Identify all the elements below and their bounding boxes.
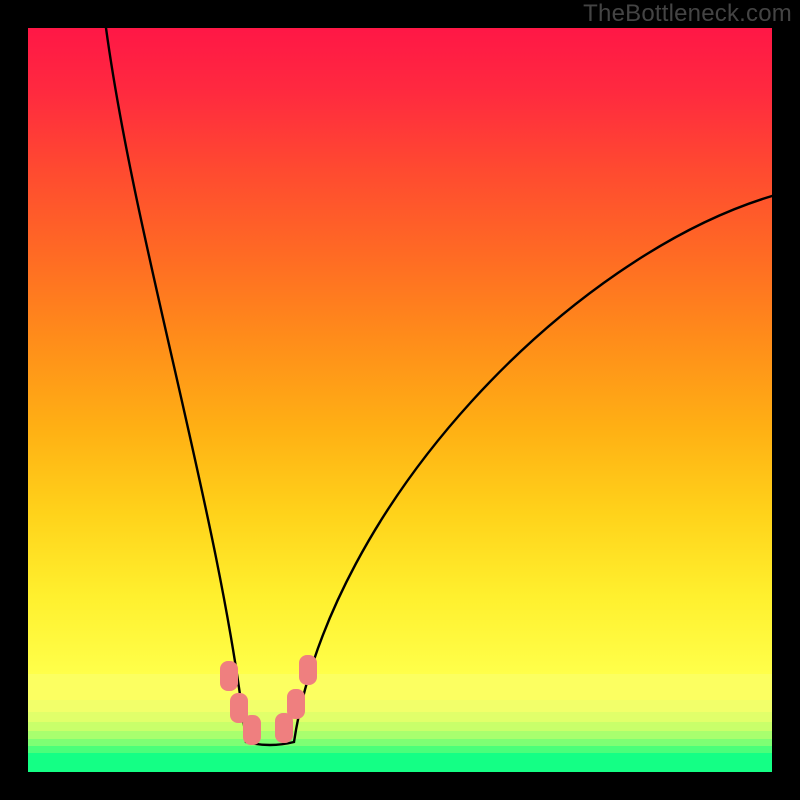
marker	[275, 713, 293, 743]
marker	[287, 689, 305, 719]
bottleneck-chart	[0, 0, 800, 800]
plot-area	[28, 28, 772, 772]
marker	[220, 661, 238, 691]
marker	[299, 655, 317, 685]
marker	[243, 715, 261, 745]
